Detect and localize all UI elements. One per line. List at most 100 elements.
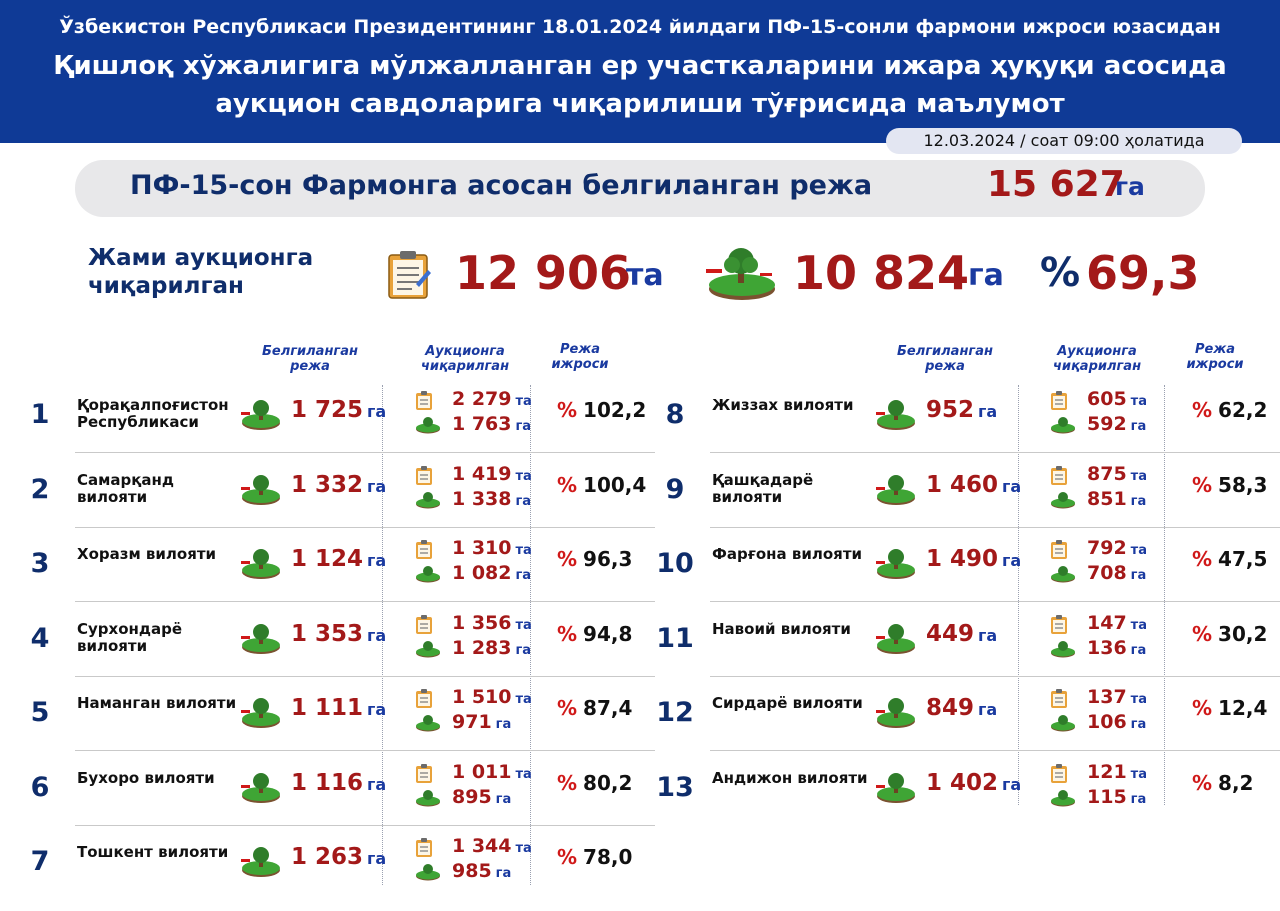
clipboard-icon: [1051, 391, 1067, 410]
auction-count-line: 2 279 та: [415, 387, 545, 412]
plan-number: 1 124: [291, 546, 364, 572]
auction-area-line: 971 га: [415, 710, 545, 735]
row-separator: [75, 750, 655, 751]
total-count-unit: та: [626, 258, 664, 293]
plan-number: 849: [926, 695, 975, 721]
header-title: Қишлоқ хўжалигига мўлжалланган ер участк…: [0, 47, 1280, 123]
plan-number: 1 490: [926, 546, 999, 572]
table-row-11: 11 Навоий вилояти 449 га 147 та: [650, 607, 1280, 677]
land-plot-icon: [876, 623, 915, 654]
auction-area-line: 592 га: [1050, 412, 1180, 437]
land-plot-icon: [1051, 715, 1075, 732]
plan-unit: га: [367, 700, 387, 719]
plan-number: 1 263: [291, 844, 364, 870]
auction-area-unit: га: [1130, 419, 1147, 434]
auction-area: 115: [1087, 785, 1127, 808]
auction-area: 708: [1087, 562, 1127, 584]
auction-count: 1 510: [452, 686, 512, 708]
header-title-line-1: Қишлоқ хўжалигига мўлжалланган ер участк…: [53, 51, 1227, 81]
land-plot-icon: [876, 698, 915, 728]
percent-value: 100,4: [583, 472, 647, 497]
auction-count: 1 356: [452, 611, 512, 634]
plan-unit: га: [367, 551, 387, 570]
auction-count-line: 1 011 та: [415, 760, 545, 785]
row-number: 3: [30, 548, 50, 579]
region-name: Қашқадарё вилояти: [712, 470, 814, 506]
percent-value: 8,2: [1218, 770, 1254, 795]
auction-area-line: 136 га: [1050, 636, 1180, 661]
land-plot-icon: [241, 400, 280, 430]
plan-number: 1 332: [291, 471, 364, 498]
plan-value: 1 332 га: [291, 472, 386, 498]
auction-values: 1 510 та 971 га: [415, 685, 545, 735]
auction-area: 106: [1087, 711, 1127, 733]
auction-area: 895: [452, 785, 492, 808]
clipboard-icon: [1051, 540, 1067, 559]
auction-count-unit: та: [1130, 692, 1147, 707]
execution-percent: % 87,4: [557, 696, 632, 720]
auction-area-unit: га: [1130, 717, 1147, 732]
execution-percent: % 96,3: [557, 547, 632, 571]
plan-value: 1 402 га: [926, 770, 1021, 796]
plan-value: 1 725 га: [291, 397, 386, 423]
table-row-8: 8 Жиззах вилояти 952 га 605 та: [650, 383, 1280, 453]
auction-area-line: 1 082 га: [415, 561, 545, 586]
land-plot-icon: [416, 715, 440, 732]
execution-percent: % 47,5: [1192, 547, 1267, 571]
clipboard-icon: [1051, 689, 1067, 708]
table-row-6: 6 Бухоро вилояти 1 116 га 1 011 та: [15, 756, 655, 826]
auction-count-unit: та: [1130, 617, 1147, 633]
percent-sign: %: [557, 547, 578, 571]
auction-area-line: 106 га: [1050, 710, 1180, 735]
percent-sign: %: [1192, 398, 1213, 422]
clipboard-icon: [416, 465, 432, 485]
row-number: 9: [665, 473, 685, 505]
region-name: Жиззах вилояти: [712, 396, 854, 414]
auction-count-unit: та: [515, 394, 532, 409]
percent-sign: %: [1192, 696, 1213, 720]
row-separator: [75, 601, 655, 602]
execution-percent: % 78,0: [557, 845, 632, 869]
row-number: 10: [656, 548, 694, 579]
percent-sign: %: [557, 696, 578, 720]
percent-value: 30,2: [1218, 621, 1268, 646]
auction-count: 605: [1087, 388, 1127, 410]
auction-area-line: 1 763 га: [415, 412, 545, 437]
auction-count-unit: та: [515, 617, 532, 633]
land-plot-icon: [876, 549, 915, 579]
plan-unit: га: [367, 849, 387, 868]
plan-unit: га: [1002, 551, 1022, 570]
plan-value: 952 га: [926, 397, 997, 423]
auction-area: 1 338: [452, 487, 512, 510]
auction-values: 147 та 136 га: [1050, 611, 1180, 661]
total-area: 10 824: [793, 246, 970, 300]
plan-value: 849 га: [926, 695, 997, 721]
totals-label: Жами аукционга чиқарилган: [88, 245, 314, 299]
auction-area-line: 895 га: [415, 785, 545, 810]
auction-count: 1 011: [452, 760, 512, 783]
auction-count-line: 792 та: [1050, 536, 1180, 561]
percent-value: 80,2: [583, 770, 633, 795]
percent-value: 58,3: [1218, 472, 1268, 497]
auction-count-line: 1 310 та: [415, 536, 545, 561]
auction-area: 971: [452, 711, 492, 733]
percent-value: 78,0: [583, 845, 633, 869]
auction-count-line: 605 та: [1050, 387, 1180, 412]
row-separator: [710, 675, 1280, 677]
auction-values: 1 344 та 985 га: [415, 834, 545, 884]
row-separator: [75, 526, 655, 528]
region-name: Сирдарё вилояти: [712, 694, 863, 712]
land-plot-icon: [1051, 789, 1075, 806]
auction-count: 2 279: [452, 388, 512, 410]
percent-sign: %: [557, 770, 578, 795]
plan-unit: га: [367, 476, 387, 496]
auction-count-unit: та: [515, 543, 532, 558]
divider-left-auction: [382, 385, 383, 885]
region-name: Самарқанд вилояти: [77, 470, 175, 506]
row-number: 11: [656, 622, 694, 654]
auction-count: 137: [1087, 686, 1127, 708]
region-name: Навоий вилояти: [712, 619, 851, 638]
execution-percent: % 102,2: [557, 398, 646, 422]
auction-count-line: 1 419 та: [415, 462, 545, 487]
region-name: Бухоро вилояти: [77, 768, 215, 787]
